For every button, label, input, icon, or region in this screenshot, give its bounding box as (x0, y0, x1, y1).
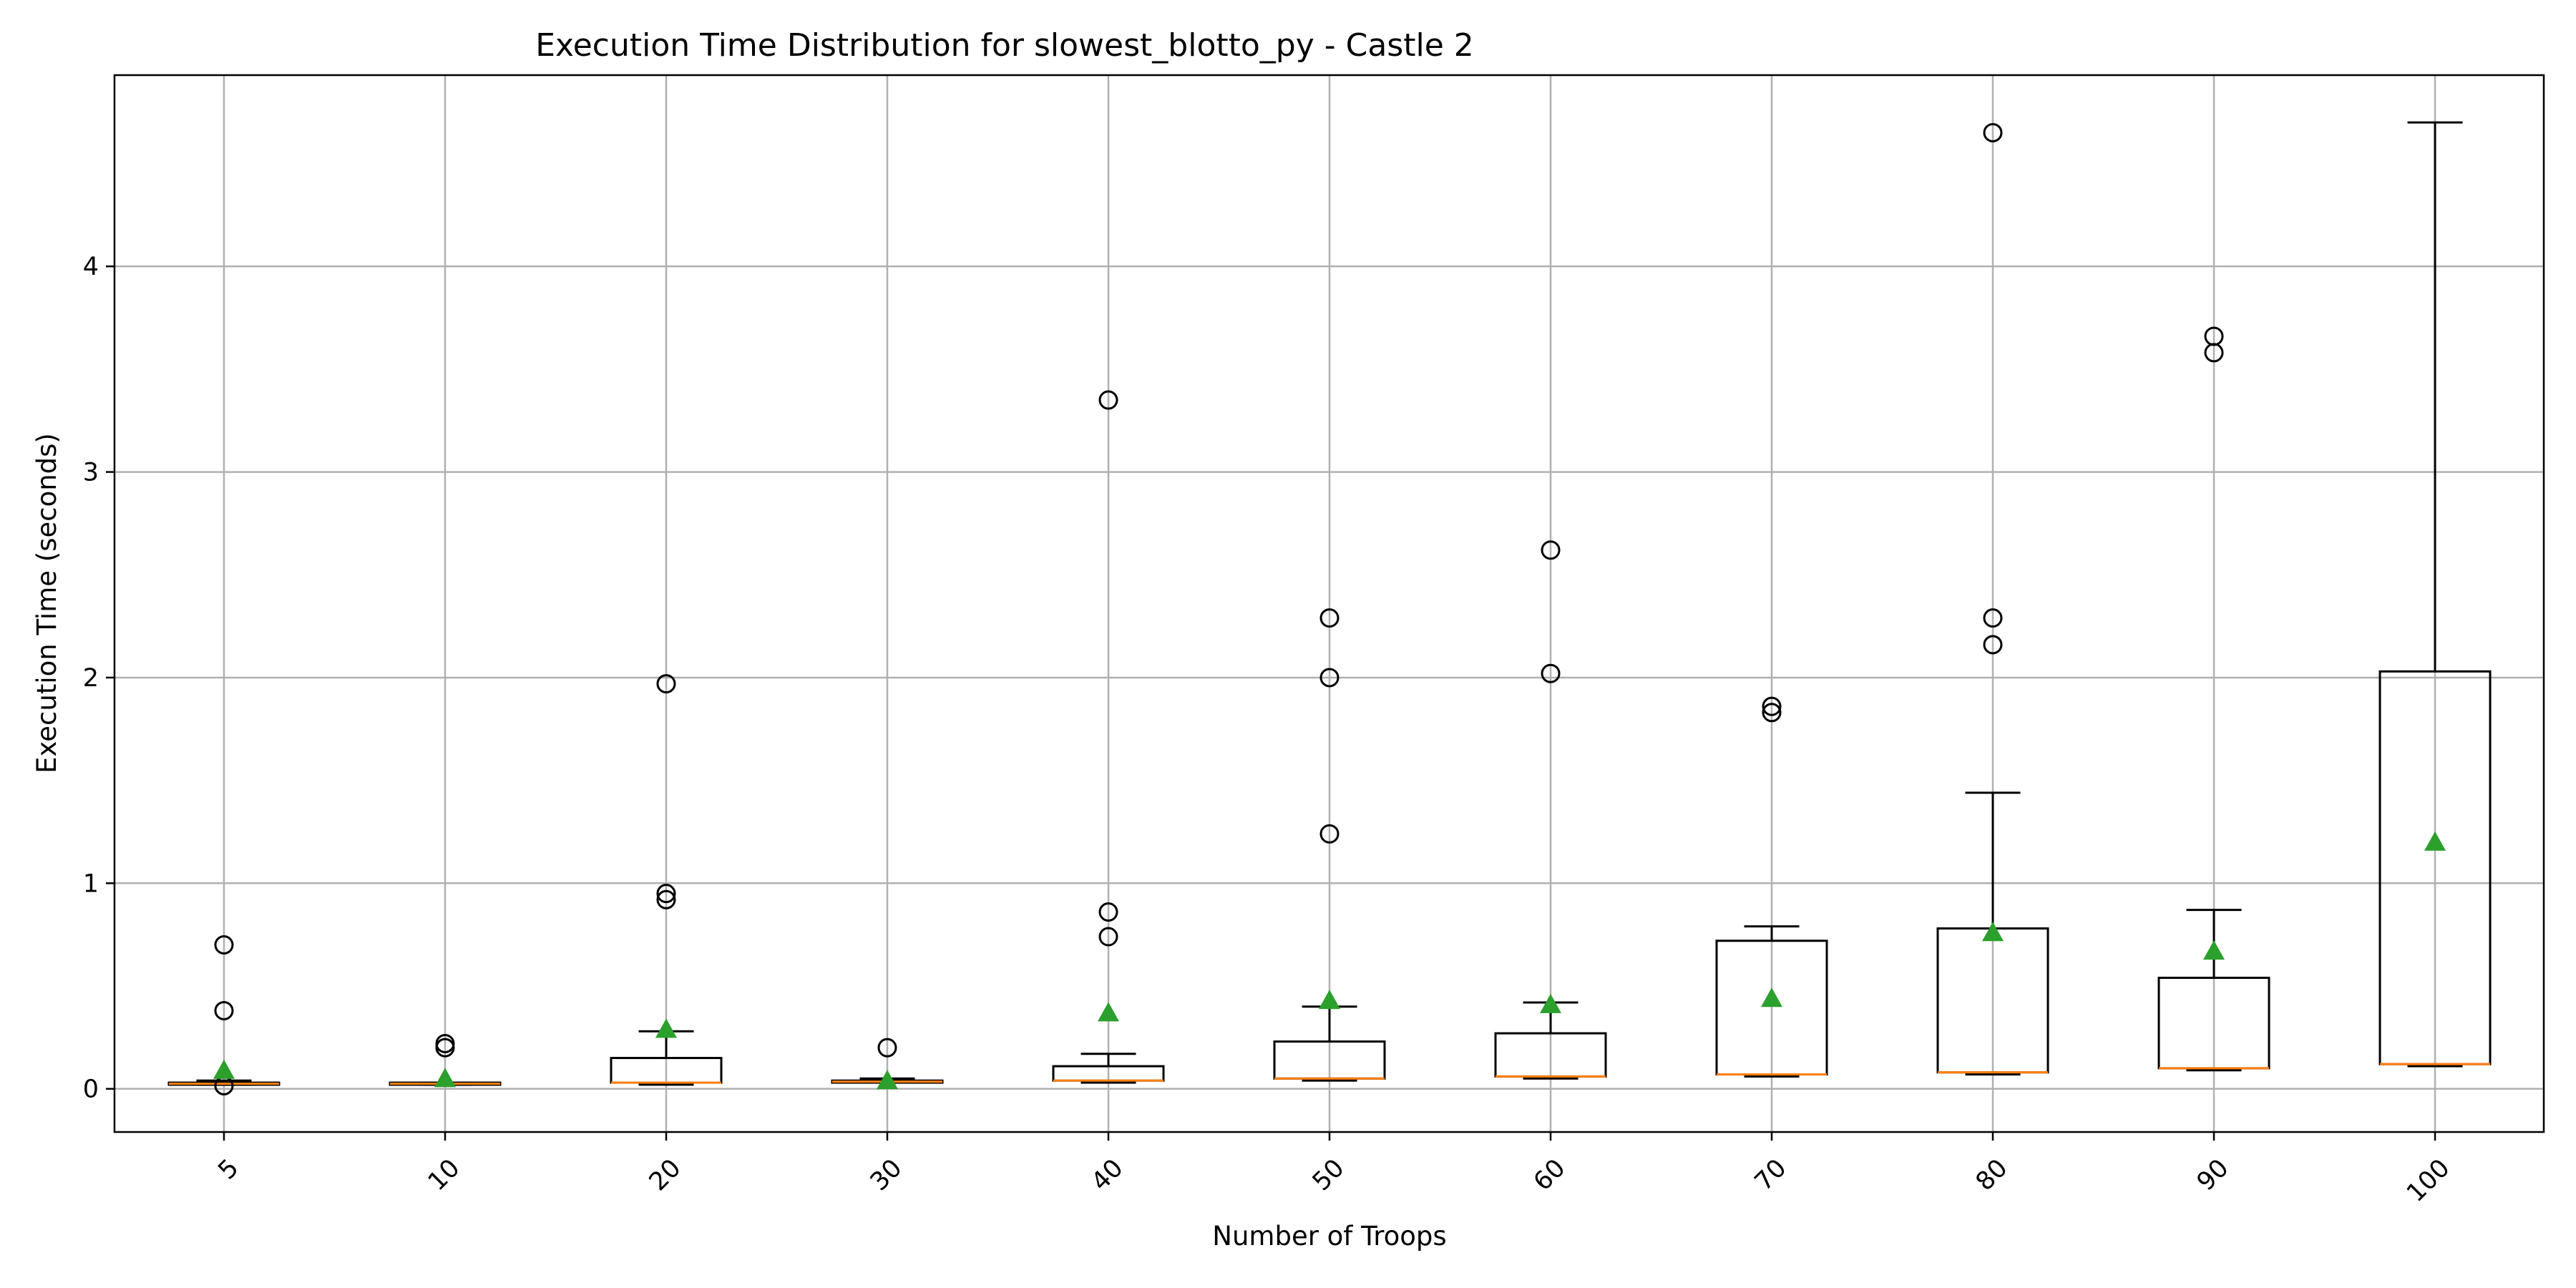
x-tick-label: 40 (1086, 1153, 1129, 1196)
box-50 (1273, 608, 1386, 1082)
box-90 (2157, 326, 2270, 1072)
outlier-point (1983, 635, 2003, 655)
outlier-point (1983, 608, 2003, 628)
box-100 (2379, 121, 2492, 1068)
x-tick-label: 90 (2192, 1153, 2235, 1196)
y-tick-label: 4 (83, 253, 99, 281)
outlier-point (1983, 122, 2003, 142)
box-layer (167, 121, 2492, 1096)
box-40 (1052, 390, 1165, 1084)
outlier-point (2204, 343, 2224, 363)
outlier-point (214, 935, 234, 955)
mean-marker (2424, 831, 2446, 851)
mean-marker (2203, 940, 2225, 960)
outlier-point (656, 889, 676, 909)
outlier-point (1098, 390, 1118, 410)
x-tick-label: 60 (1528, 1153, 1571, 1196)
box-20 (610, 674, 723, 1086)
x-tick-label: 80 (1971, 1153, 2014, 1196)
x-axis-label: Number of Troops (1212, 1221, 1446, 1252)
x-tick-label: 30 (865, 1153, 908, 1196)
mean-marker (877, 1070, 898, 1090)
y-axis-label: Execution Time (seconds) (31, 433, 62, 774)
grid-layer (114, 75, 2544, 1132)
x-axis: 5 10 20 30 40 50 60 70 80 90 100 (213, 1132, 2456, 1208)
mean-marker (1761, 987, 1782, 1008)
outlier-point (1762, 696, 1782, 716)
outlier-point (1098, 927, 1118, 947)
outlier-point (435, 1038, 455, 1058)
box-60 (1494, 540, 1607, 1080)
outlier-point (1541, 540, 1561, 560)
x-tick-label: 100 (2401, 1153, 2456, 1208)
mean-marker (1319, 990, 1340, 1010)
x-tick-label: 20 (644, 1153, 687, 1196)
x-tick-label: 10 (423, 1153, 466, 1196)
y-tick-label: 3 (83, 459, 99, 487)
mean-marker (655, 1018, 677, 1038)
x-tick-label: 5 (213, 1153, 245, 1185)
outlier-point (1319, 668, 1340, 688)
outlier-point (1762, 703, 1782, 723)
chart-title: Execution Time Distribution for slowest_… (535, 27, 1474, 64)
mean-marker (434, 1068, 456, 1088)
x-tick-label: 70 (1750, 1153, 1792, 1196)
x-tick-label: 50 (1307, 1153, 1350, 1196)
box-70 (1715, 696, 1828, 1078)
box-80 (1936, 122, 2049, 1076)
outlier-point (656, 674, 676, 694)
y-tick-label: 1 (83, 869, 99, 898)
mean-marker (1982, 922, 2004, 942)
outlier-point (877, 1038, 897, 1058)
mean-marker (1098, 1002, 1119, 1022)
y-axis: 0 1 2 3 4 (83, 253, 114, 1104)
y-tick-label: 2 (83, 664, 99, 693)
outlier-point (656, 884, 676, 904)
box-10 (389, 1033, 502, 1088)
outlier-point (1319, 608, 1340, 628)
outlier-point (214, 1000, 234, 1020)
outlier-point (1098, 902, 1118, 922)
box-30 (831, 1038, 944, 1090)
mean-marker (213, 1059, 235, 1079)
outlier-point (1541, 663, 1561, 683)
y-tick-label: 0 (83, 1075, 99, 1104)
box-5 (167, 935, 280, 1096)
mean-marker (1540, 993, 1561, 1013)
outlier-point (1319, 824, 1340, 844)
